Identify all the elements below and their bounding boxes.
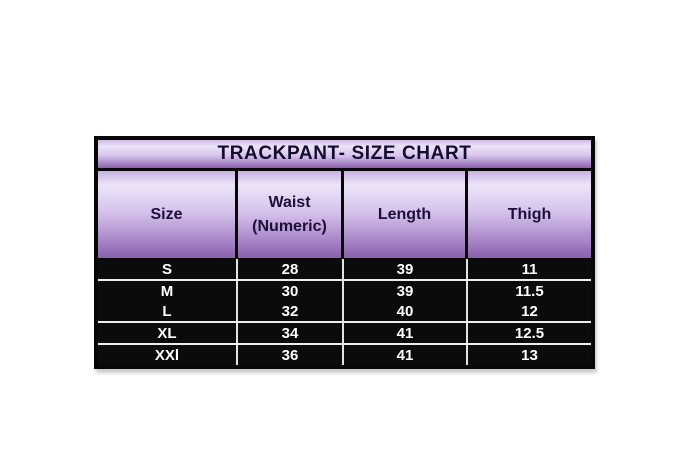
header-cell-thigh: Thigh bbox=[468, 171, 591, 258]
table-row-m: M 30 39 11.5 bbox=[98, 281, 591, 301]
cell-thigh: 12 bbox=[521, 302, 538, 320]
cell-thigh: 13 bbox=[521, 346, 538, 364]
cell-size: M bbox=[98, 281, 238, 301]
cell-thigh: 12.5 bbox=[514, 324, 545, 342]
header-label: Thigh bbox=[507, 205, 552, 223]
cell-waist: 32 bbox=[238, 301, 344, 321]
cell-length: 39 bbox=[344, 281, 468, 301]
header-label: Length bbox=[377, 205, 432, 223]
cell-waist: 36 bbox=[238, 345, 344, 365]
size-chart-body: S 28 39 11 M 30 39 11.5 L 32 40 12 XL 34… bbox=[98, 259, 591, 365]
cell-size: S bbox=[98, 259, 238, 279]
table-row-xxl: XXl 36 41 13 bbox=[98, 345, 591, 365]
header-cell-length: Length bbox=[344, 171, 468, 258]
header-cell-waist: Waist (Numeric) bbox=[238, 171, 344, 258]
size-chart-title-text: TRACKPANT- SIZE CHART bbox=[217, 143, 472, 164]
cell-size: XXl bbox=[98, 345, 238, 365]
cell-thigh: 11 bbox=[521, 260, 538, 278]
cell-length: 41 bbox=[344, 345, 468, 365]
header-cell-size: Size bbox=[98, 171, 238, 258]
table-row-l: L 32 40 12 bbox=[98, 301, 591, 323]
cell-size: L bbox=[98, 301, 238, 321]
size-chart-header-row: Size Waist (Numeric) Length Thigh bbox=[98, 171, 591, 259]
table-row-s: S 28 39 11 bbox=[98, 259, 591, 281]
cell-thigh: 11.5 bbox=[515, 282, 544, 300]
cell-waist: 28 bbox=[238, 259, 344, 279]
cell-waist: 34 bbox=[238, 323, 344, 343]
cell-length: 40 bbox=[344, 301, 468, 321]
cell-waist: 30 bbox=[238, 281, 344, 301]
cell-length: 41 bbox=[344, 323, 468, 343]
cell-length: 39 bbox=[344, 259, 468, 279]
size-chart-title: TRACKPANT- SIZE CHART bbox=[98, 140, 591, 171]
cell-size: XL bbox=[98, 323, 238, 343]
table-row-xl: XL 34 41 12.5 bbox=[98, 323, 591, 345]
header-label: Waist bbox=[268, 194, 311, 212]
header-label: Size bbox=[150, 205, 183, 223]
size-chart-table: TRACKPANT- SIZE CHART Size Waist (Numeric… bbox=[94, 136, 595, 369]
header-sublabel: (Numeric) bbox=[252, 217, 327, 235]
